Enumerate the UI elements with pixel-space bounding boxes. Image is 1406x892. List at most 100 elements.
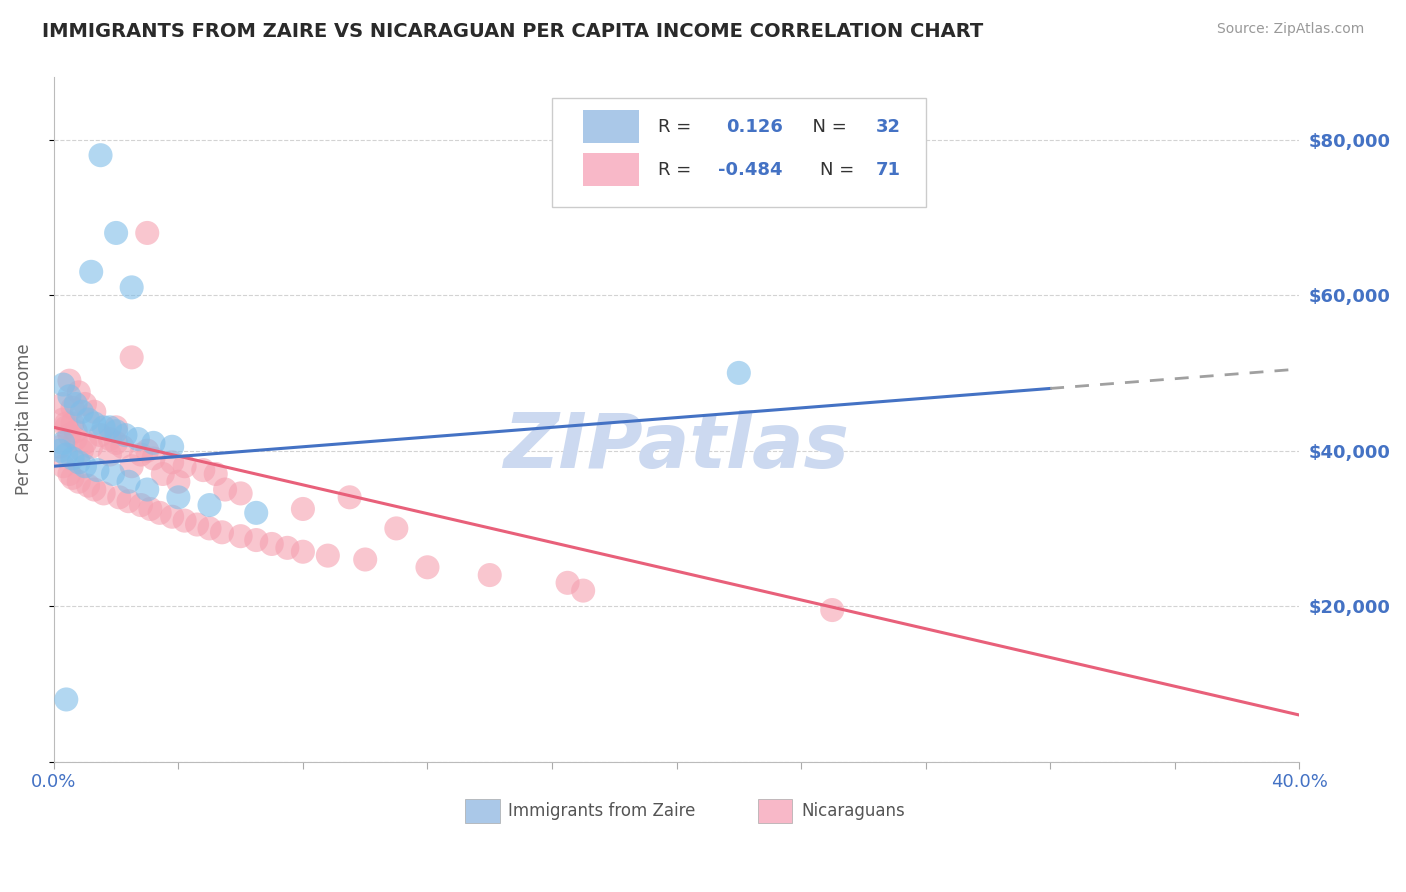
Point (105, 226, 128, 240)
Point (62, 401, 84, 415)
Point (478, 568, 501, 582)
Point (167, 475, 190, 489)
Point (167, 491, 190, 505)
Point (121, 459, 143, 474)
Point (136, 226, 159, 240)
Point (727, 366, 749, 380)
Point (214, 483, 236, 497)
Point (198, 498, 221, 512)
Point (83, 405, 105, 419)
Point (204, 467, 226, 481)
Point (52, 412, 75, 426)
Point (98, 420, 121, 434)
Point (211, 525, 233, 540)
Text: 32: 32 (876, 118, 901, 136)
Point (101, 467, 124, 481)
Point (142, 451, 165, 466)
Point (58, 374, 80, 388)
Point (62, 451, 84, 466)
Point (152, 467, 174, 481)
Point (73, 459, 96, 474)
Point (291, 502, 314, 516)
Point (65, 424, 87, 438)
Point (136, 443, 159, 458)
Bar (583, 111, 640, 143)
Text: 0.126: 0.126 (727, 118, 783, 136)
Point (121, 280, 143, 294)
Point (62, 471, 84, 485)
Point (557, 575, 579, 590)
Point (58, 389, 80, 403)
Text: Nicaraguans: Nicaraguans (801, 802, 905, 820)
Point (142, 436, 165, 450)
Point (821, 603, 844, 617)
Point (55, 420, 77, 434)
Point (65, 397, 87, 411)
Point (73, 397, 96, 411)
Point (49, 443, 72, 458)
Point (67, 385, 90, 400)
Text: Immigrants from Zaire: Immigrants from Zaire (509, 802, 696, 820)
Point (354, 552, 377, 566)
Point (93, 420, 115, 434)
Point (229, 486, 252, 500)
Point (127, 432, 149, 446)
Point (52, 377, 75, 392)
Point (291, 545, 314, 559)
Point (55, 692, 77, 706)
FancyBboxPatch shape (553, 98, 925, 208)
Point (90, 148, 112, 162)
Point (149, 506, 172, 520)
Point (129, 448, 152, 462)
Point (193, 463, 215, 477)
Point (98, 448, 121, 462)
Point (52, 459, 75, 474)
Point (90, 428, 112, 442)
Point (276, 541, 298, 555)
Text: IMMIGRANTS FROM ZAIRE VS NICARAGUAN PER CAPITA INCOME CORRELATION CHART: IMMIGRANTS FROM ZAIRE VS NICARAGUAN PER … (42, 22, 983, 41)
Point (62, 417, 84, 431)
Point (52, 436, 75, 450)
Point (55, 448, 77, 462)
Point (198, 521, 221, 535)
Point (67, 455, 90, 469)
Point (58, 428, 80, 442)
Point (117, 494, 139, 508)
Point (83, 417, 105, 431)
Point (55, 417, 77, 431)
Point (385, 521, 408, 535)
Text: R =: R = (658, 118, 703, 136)
Point (58, 467, 80, 481)
Point (105, 436, 128, 450)
Point (316, 549, 339, 563)
Point (139, 502, 162, 516)
Point (117, 475, 139, 489)
Point (49, 440, 72, 454)
Point (105, 420, 128, 434)
Point (77, 412, 100, 426)
Point (105, 424, 128, 438)
Point (173, 459, 195, 474)
Bar (583, 153, 640, 186)
Point (260, 537, 283, 551)
Point (173, 514, 195, 528)
Text: -0.484: -0.484 (717, 161, 782, 178)
Point (129, 498, 152, 512)
Point (416, 560, 439, 574)
Point (339, 491, 361, 505)
Bar (758, 798, 793, 823)
Point (52, 397, 75, 411)
Point (186, 517, 208, 532)
Bar (465, 798, 499, 823)
Point (111, 440, 134, 454)
Point (86, 463, 108, 477)
Y-axis label: Per Capita Income: Per Capita Income (15, 343, 32, 495)
Point (114, 428, 136, 442)
Point (245, 506, 267, 520)
Point (77, 478, 100, 492)
Text: N =: N = (801, 118, 852, 136)
Point (93, 486, 115, 500)
Point (65, 432, 87, 446)
Text: ZIPatlas: ZIPatlas (503, 410, 849, 484)
Point (160, 440, 183, 454)
